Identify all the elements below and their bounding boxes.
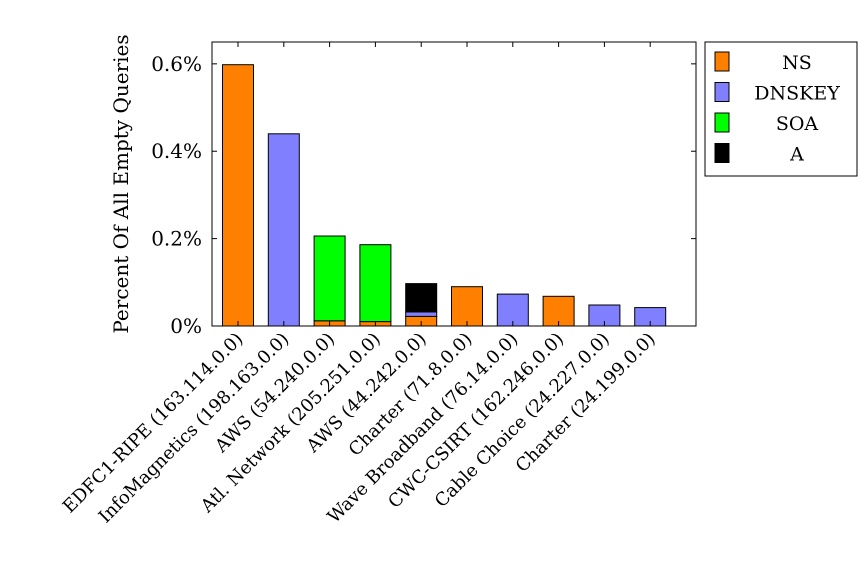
legend: NS DNSKEY SOA A <box>704 41 858 177</box>
plot-frame <box>211 41 697 327</box>
bar-dnskey-1 <box>267 133 300 327</box>
legend-label-ns: NS <box>782 52 812 74</box>
bar-ns-5 <box>451 286 483 327</box>
legend-label-soa: SOA <box>776 113 819 135</box>
legend-swatch-ns <box>714 51 730 72</box>
bar-dnskey-4 <box>405 311 438 317</box>
legend-label-a: A <box>789 144 804 166</box>
x-tick-labels-layer: EDFC1-RIPE (163.114.0.0)InfoMagnetics (1… <box>59 42 660 527</box>
bar-dnskey-6 <box>496 293 529 327</box>
y-tick-label-0: 0% <box>170 314 202 338</box>
y-axis-label: Percent Of All Empty Queries <box>109 34 133 333</box>
y-tick-label-1: 0.2% <box>151 227 202 251</box>
legend-swatch-a <box>714 143 730 163</box>
bar-ns-0 <box>222 64 254 327</box>
bar-soa-2 <box>313 235 346 322</box>
y-tick-label-2: 0.4% <box>151 139 202 163</box>
bars-layer <box>222 64 667 327</box>
legend-label-dnskey: DNSKEY <box>754 83 840 105</box>
legend-swatch-dnskey <box>714 82 730 102</box>
legend-swatch-soa <box>714 112 730 133</box>
legend-box <box>704 41 858 177</box>
y-tick-label-3: 0.6% <box>151 52 202 76</box>
y-ticks-layer: 0% 0.2% 0.4% 0.6% <box>151 52 696 338</box>
bar-a-4 <box>405 283 438 313</box>
x-tick-label-1: InfoMagnetics (198.163.0.0) <box>95 329 294 528</box>
bar-soa-3 <box>359 244 392 323</box>
